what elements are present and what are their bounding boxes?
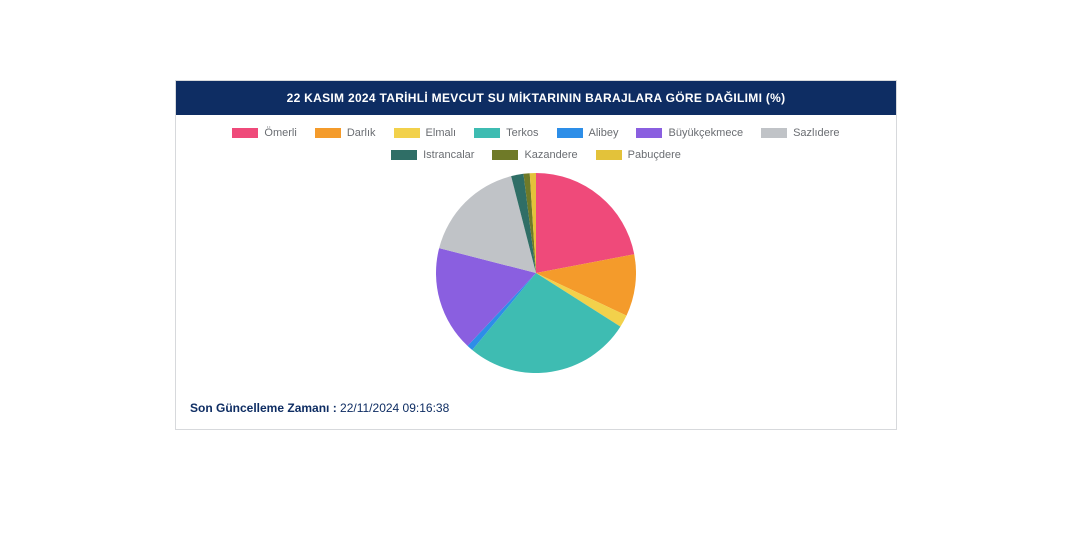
pie-container xyxy=(176,167,896,391)
legend-label: Sazlıdere xyxy=(793,127,839,139)
legend-swatch xyxy=(232,128,258,138)
legend-label: Alibey xyxy=(589,127,619,139)
legend-item: Sazlıdere xyxy=(761,127,839,139)
legend-label: Darlık xyxy=(347,127,376,139)
legend-label: Pabuçdere xyxy=(628,149,681,161)
legend-item: Büyükçekmece xyxy=(636,127,743,139)
legend-swatch xyxy=(636,128,662,138)
legend-label: Kazandere xyxy=(524,149,577,161)
chart-legend: Ömerli Darlık Elmalı Terkos Alibey Büyükçekme… xyxy=(176,115,896,167)
legend-swatch xyxy=(391,150,417,160)
legend-item: Kazandere xyxy=(492,149,577,161)
update-line: Son Güncelleme Zamanı : 22/11/2024 09:16… xyxy=(176,391,896,429)
update-value: 22/11/2024 09:16:38 xyxy=(340,401,449,415)
legend-label: Büyükçekmece xyxy=(668,127,743,139)
legend-swatch xyxy=(557,128,583,138)
chart-card: 22 KASIM 2024 TARİHLİ MEVCUT SU MİKTARIN… xyxy=(175,80,897,430)
legend-item: Pabuçdere xyxy=(596,149,681,161)
legend-swatch xyxy=(394,128,420,138)
legend-label: Ömerli xyxy=(264,127,296,139)
legend-item: Elmalı xyxy=(394,127,457,139)
update-label: Son Güncelleme Zamanı : xyxy=(190,401,337,415)
card-title: 22 KASIM 2024 TARİHLİ MEVCUT SU MİKTARIN… xyxy=(176,81,896,115)
legend-label: Elmalı xyxy=(426,127,457,139)
legend-swatch xyxy=(492,150,518,160)
pie-chart xyxy=(436,173,636,373)
legend-label: Terkos xyxy=(506,127,538,139)
legend-item: Ömerli xyxy=(232,127,296,139)
legend-swatch xyxy=(474,128,500,138)
legend-swatch xyxy=(761,128,787,138)
legend-item: Darlık xyxy=(315,127,376,139)
legend-item: Alibey xyxy=(557,127,619,139)
legend-swatch xyxy=(596,150,622,160)
legend-item: Istrancalar xyxy=(391,149,474,161)
legend-label: Istrancalar xyxy=(423,149,474,161)
legend-swatch xyxy=(315,128,341,138)
legend-item: Terkos xyxy=(474,127,538,139)
